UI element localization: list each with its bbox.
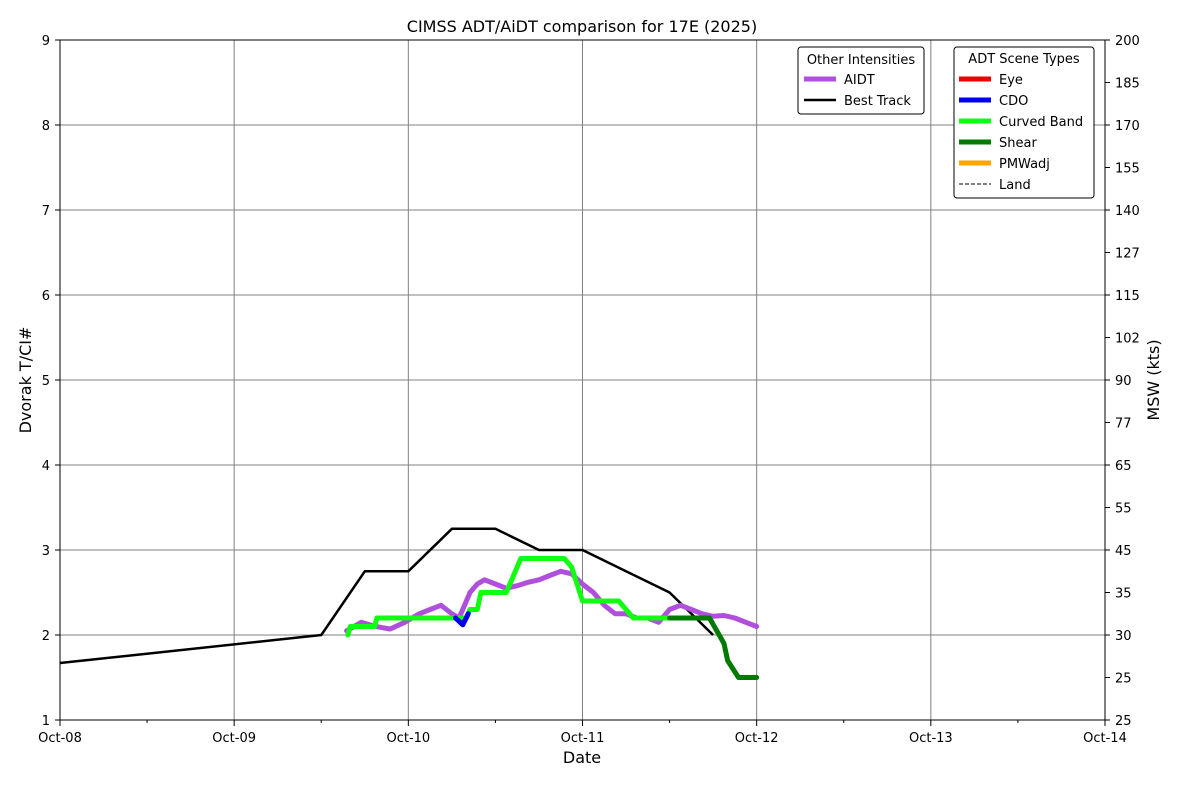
x-axis-label: Date [563, 748, 601, 767]
legend-other-intensities: Other Intensities AIDT Best Track [797, 46, 925, 115]
y-axis-left-label: Dvorak T/CI# [16, 327, 35, 434]
legend-item-label: PMWadj [999, 157, 1050, 172]
y-tick-label: 5 [42, 374, 50, 389]
chart-title: CIMSS ADT/AiDT comparison for 17E (2025) [407, 17, 757, 36]
x-tick-label: Oct-10 [386, 731, 430, 746]
legend-item-label: Shear [999, 136, 1037, 151]
series-line-cdo [453, 611, 471, 628]
x-tick-label: Oct-14 [1083, 731, 1127, 746]
y-right-tick-label: 102 [1115, 332, 1140, 347]
y-right-tick-label: 65 [1115, 459, 1132, 474]
y-tick-label: 4 [42, 459, 50, 474]
series-line-aidt [344, 568, 760, 634]
legend-scene-types: ADT Scene Types Eye CDO Curved Band Shear PM… [953, 46, 1095, 199]
legend-other-frame [797, 46, 925, 115]
legend-item-label: Curved Band [999, 115, 1083, 130]
y-right-tick-label: 140 [1115, 204, 1140, 219]
legend-item-label: Best Track [844, 94, 911, 109]
y-right-tick-label: 170 [1115, 119, 1140, 134]
y-right-tick-label: 25 [1115, 672, 1132, 687]
x-tick-label: Oct-09 [212, 731, 256, 746]
x-tick-label: Oct-08 [38, 731, 82, 746]
legend-scene-title: ADT Scene Types [968, 52, 1080, 67]
y-tick-label: 7 [42, 204, 50, 219]
y-tick-label: 2 [42, 629, 50, 644]
y-axis-right: 25 25 30 35 45 55 65 77 90 102 115 127 140 155 170 185 2… [1105, 34, 1140, 729]
y-tick-label: 9 [42, 34, 50, 49]
x-tick-label: Oct-12 [735, 731, 779, 746]
y-tick-label: 1 [42, 714, 50, 729]
y-axis-right-label: MSW (kts) [1144, 339, 1163, 420]
series-line-best-track [59, 527, 714, 665]
y-right-tick-label: 127 [1115, 247, 1140, 262]
y-right-tick-label: 35 [1115, 587, 1132, 602]
legend-other-title: Other Intensities [807, 53, 916, 68]
y-tick-label: 8 [42, 119, 50, 134]
y-right-tick-label: 200 [1115, 34, 1140, 49]
grid [59, 39, 1106, 721]
x-tick-label: Oct-11 [561, 731, 605, 746]
y-right-tick-label: 115 [1115, 289, 1140, 304]
legend-item-label: Land [999, 178, 1031, 193]
x-axis: Oct-08 Oct-09 Oct-10 Oct-11 Oct-12 Oct-13 Oct-… [38, 720, 1127, 746]
y-right-tick-label: 155 [1115, 162, 1140, 177]
y-right-tick-label: 30 [1115, 629, 1132, 644]
y-right-tick-label: 90 [1115, 374, 1132, 389]
legend-scene-frame [953, 46, 1095, 199]
plot-series [59, 527, 760, 680]
y-right-tick-label: 55 [1115, 502, 1132, 517]
legend-item-label: CDO [999, 94, 1028, 109]
y-right-tick-label: 185 [1115, 77, 1140, 92]
y-right-tick-label: 25 [1115, 714, 1132, 729]
y-axis-left: 1 2 3 4 5 6 7 8 9 [42, 34, 60, 729]
y-right-tick-label: 45 [1115, 544, 1132, 559]
y-tick-label: 6 [42, 289, 50, 304]
x-tick-label: Oct-13 [909, 731, 953, 746]
y-tick-label: 3 [42, 544, 50, 559]
legend-item-label: Eye [999, 73, 1023, 88]
y-right-tick-label: 77 [1115, 417, 1132, 432]
series-line-shear [667, 615, 760, 680]
series-line-curved-band [345, 556, 673, 638]
legend-item-label: AIDT [844, 73, 875, 88]
